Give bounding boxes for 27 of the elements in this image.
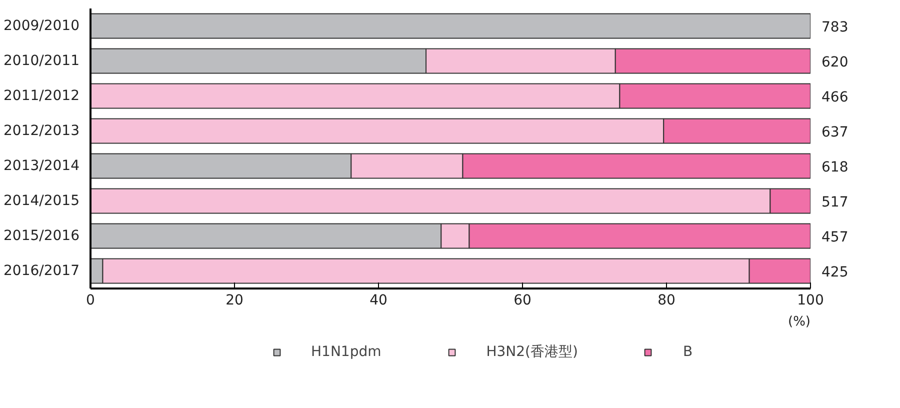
y-tick-label: 2011/2012 xyxy=(4,88,80,104)
text: 425 xyxy=(822,264,848,280)
text: 618 xyxy=(822,160,848,176)
x-tick-label: 40 xyxy=(370,292,388,308)
bar xyxy=(90,13,810,39)
y-tick-label: 2012/2013 xyxy=(4,123,80,139)
x-tick-label: 60 xyxy=(514,292,532,308)
legend-label: B xyxy=(682,344,694,360)
x-tick-label: 80 xyxy=(658,292,676,308)
text: 637 xyxy=(822,124,848,140)
text: 620 xyxy=(822,54,848,70)
x-tick-label: 20 xyxy=(226,292,244,308)
legend-label: H3N2(香港型) xyxy=(486,343,578,361)
x-axis-title: (%) xyxy=(788,314,811,330)
legend-label: H1N1pdm xyxy=(311,344,382,360)
text: 466 xyxy=(822,90,848,106)
text: 457 xyxy=(822,230,848,246)
y-tick-label: 2010/2011 xyxy=(4,53,80,69)
y-tick-label: 2013/2014 xyxy=(4,158,80,174)
text: 783 xyxy=(822,20,848,36)
x-tick-label: 100 xyxy=(797,292,824,308)
text: 517 xyxy=(822,194,848,210)
y-tick-label: 2016/2017 xyxy=(4,263,80,279)
y-tick-label: 2015/2016 xyxy=(4,228,80,244)
y-tick-label: 2009/2010 xyxy=(4,18,80,34)
x-tick-label: 0 xyxy=(86,292,95,308)
y-tick-label: 2014/2015 xyxy=(4,193,80,209)
